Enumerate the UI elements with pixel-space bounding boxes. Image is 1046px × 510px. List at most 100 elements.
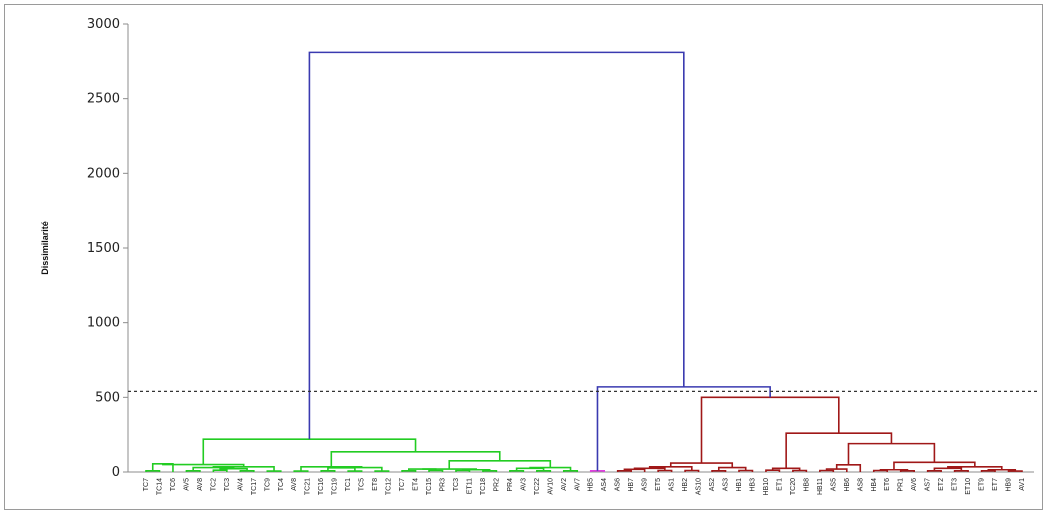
leaf-label: AV2: [561, 478, 568, 491]
dendrogram-link: [455, 469, 471, 472]
dendrogram-link: [202, 438, 417, 465]
leaf-label: PR1: [898, 478, 905, 492]
leaf-label: HB10: [763, 478, 770, 496]
leaf-label: PR4: [507, 478, 514, 492]
dendrogram-link: [771, 467, 801, 471]
leaf-label: ET2: [938, 478, 945, 491]
y-axis-ticks: 0 500 1000 1500 2000 2500 3000: [87, 17, 128, 480]
leaf-label: TC5: [359, 478, 366, 491]
leaf-label: HB8: [803, 478, 810, 492]
leaf-label: ET5: [655, 478, 662, 491]
dendrogram-link: [308, 51, 685, 440]
dendrogram-links: [145, 51, 1023, 472]
y-axis-label: Dissimilarité: [40, 221, 50, 275]
dendrogram-link: [422, 468, 477, 470]
leaf-label: PR2: [493, 478, 500, 492]
leaf-label: AV3: [520, 478, 527, 491]
leaf-label: ET3: [952, 478, 959, 491]
leaf-label: TC18: [480, 478, 487, 495]
leaf-label: ET6: [884, 478, 891, 491]
leaf-label: TC1: [345, 478, 352, 491]
leaf-label: TC19: [332, 478, 339, 495]
y-tick-label: 2000: [87, 166, 120, 181]
dendrogram-link: [266, 470, 282, 472]
dendrogram-link: [738, 469, 754, 472]
leaf-label: TC17: [251, 478, 258, 495]
dendrogram-link: [792, 469, 808, 472]
leaf-label: AV10: [547, 478, 554, 495]
leaf-label: AV8: [291, 478, 298, 491]
leaf-label: HB1: [736, 478, 743, 492]
leaf-label: ET1: [776, 478, 783, 491]
leaf-label: HB4: [871, 478, 878, 492]
dendrogram-link: [819, 469, 835, 472]
y-tick-label: 1500: [87, 241, 120, 256]
leaf-label: AS2: [709, 478, 716, 491]
leaf-label: TC9: [264, 478, 271, 491]
dendrogram-link: [293, 470, 309, 472]
dendrogram-link: [1007, 470, 1023, 472]
dendrogram-link: [785, 432, 893, 469]
leaf-label: TC15: [426, 478, 433, 495]
leaf-label: AS6: [615, 478, 622, 491]
dendrogram-link: [933, 467, 963, 471]
leaf-label: ET7: [992, 478, 999, 491]
leaf-label: AS9: [642, 478, 649, 491]
dendrogram-link: [515, 467, 545, 471]
leaf-label: AV7: [574, 478, 581, 491]
leaf-label: HB6: [844, 478, 851, 492]
y-tick-label: 3000: [87, 17, 120, 32]
dendrogram-link: [633, 467, 666, 471]
leaf-label: TC4: [278, 478, 285, 491]
dendrogram-link: [347, 470, 363, 472]
y-tick-label: 500: [95, 390, 120, 405]
y-tick-label: 0: [112, 465, 120, 480]
y-tick-label: 1000: [87, 316, 120, 331]
leaf-label: ET8: [372, 478, 379, 491]
leaf-labels: TC7 TC14 TC6 AV5 AV8 TC2 TC3 AV4 TC17 TC9 TC4 AV8 TC…: [143, 478, 1026, 496]
y-tick-label: 2500: [87, 92, 120, 107]
leaf-label: TC2: [210, 478, 217, 491]
leaf-label: AV1: [1019, 478, 1026, 491]
dendrogram-link: [374, 470, 390, 472]
dendrogram-link: [657, 469, 673, 472]
leaf-label: AS1: [669, 478, 676, 491]
dendrogram-link: [428, 469, 444, 472]
leaf-label: AV6: [911, 478, 918, 491]
leaf-label: HB7: [628, 478, 635, 492]
leaf-label: HB3: [749, 478, 756, 492]
dendrogram-link: [596, 386, 771, 471]
leaf-label: ET11: [466, 478, 473, 494]
dendrogram-link: [330, 451, 501, 467]
leaf-label: ET9: [979, 478, 986, 491]
leaf-label: AS4: [601, 478, 608, 491]
leaf-label: AV5: [183, 478, 190, 491]
leaf-label: AS3: [723, 478, 730, 491]
dendrogram-link: [684, 469, 700, 472]
leaf-label: PR3: [439, 478, 446, 492]
leaf-label: AS7: [925, 478, 932, 491]
dendrogram-link: [847, 442, 936, 465]
dendrogram-link: [700, 396, 840, 464]
leaf-label: TC12: [386, 478, 393, 495]
leaf-label: AV8: [197, 478, 204, 491]
leaf-label: ET4: [413, 478, 420, 491]
leaf-label: AS8: [857, 478, 864, 491]
leaf-label: TC7: [143, 478, 150, 491]
leaf-label: TC14: [156, 478, 163, 495]
dendrogram-link: [219, 467, 248, 471]
leaf-label: HB2: [682, 478, 689, 492]
leaf-label: ET10: [965, 478, 972, 495]
leaf-label: HB5: [588, 478, 595, 492]
leaf-label: TC21: [305, 478, 312, 495]
leaf-label: TC3: [453, 478, 460, 491]
leaf-label: HB11: [817, 478, 824, 495]
leaf-label: AV4: [237, 478, 244, 491]
leaf-label: HB9: [1006, 478, 1013, 492]
leaf-label: TC16: [318, 478, 325, 495]
leaf-label: TC20: [790, 478, 797, 495]
leaf-label: AS10: [696, 478, 703, 495]
leaf-label: TC22: [534, 478, 541, 495]
leaf-label: TC6: [170, 478, 177, 491]
